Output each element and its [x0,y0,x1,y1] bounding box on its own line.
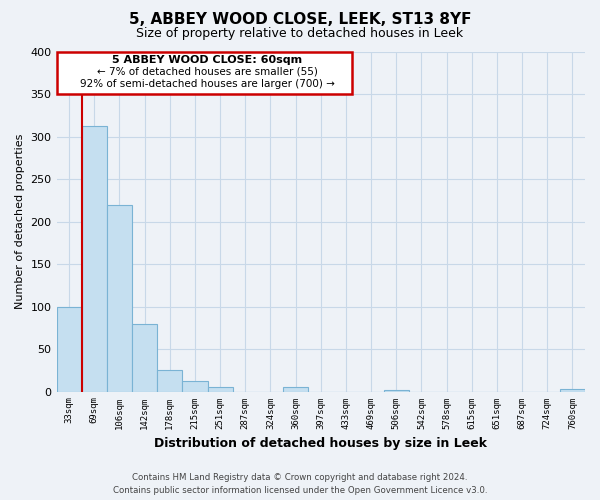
Text: ← 7% of detached houses are smaller (55): ← 7% of detached houses are smaller (55) [97,67,317,77]
Y-axis label: Number of detached properties: Number of detached properties [15,134,25,309]
Bar [283,388,308,392]
Text: 92% of semi-detached houses are larger (700) →: 92% of semi-detached houses are larger (… [80,78,335,88]
Text: 5 ABBEY WOOD CLOSE: 60sqm: 5 ABBEY WOOD CLOSE: 60sqm [112,55,302,65]
FancyBboxPatch shape [56,52,352,94]
Text: Contains HM Land Registry data © Crown copyright and database right 2024.
Contai: Contains HM Land Registry data © Crown c… [113,473,487,495]
Bar [157,370,182,392]
Bar [560,389,585,392]
X-axis label: Distribution of detached houses by size in Leek: Distribution of detached houses by size … [154,437,487,450]
Bar [132,324,157,392]
Bar [107,204,132,392]
Text: Size of property relative to detached houses in Leek: Size of property relative to detached ho… [136,28,464,40]
Bar [82,126,107,392]
Bar [182,382,208,392]
Bar [208,388,233,392]
Text: 5, ABBEY WOOD CLOSE, LEEK, ST13 8YF: 5, ABBEY WOOD CLOSE, LEEK, ST13 8YF [129,12,471,28]
Bar [383,390,409,392]
Bar [56,308,82,392]
